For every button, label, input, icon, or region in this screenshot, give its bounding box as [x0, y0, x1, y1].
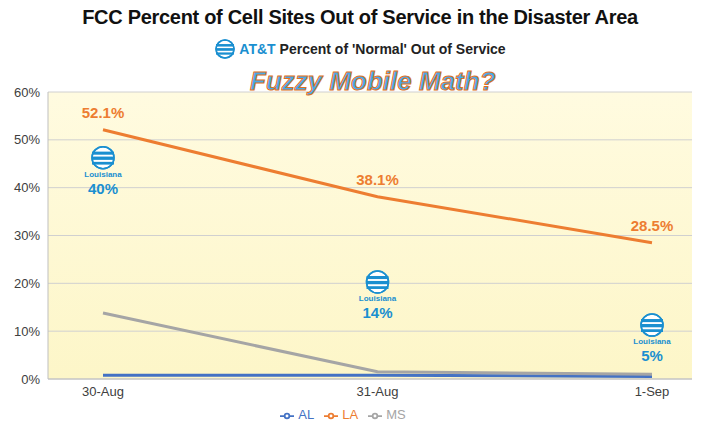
svg-text:38.1%: 38.1% — [356, 171, 399, 188]
svg-text:28.5%: 28.5% — [631, 217, 674, 234]
html-text:LA: LA — [342, 407, 359, 422]
html-text:MS: MS — [386, 407, 406, 422]
svg-text:30%: 30% — [14, 228, 40, 243]
svg-text:Louisiana: Louisiana — [359, 294, 397, 303]
svg-text:52.1%: 52.1% — [82, 104, 125, 121]
svg-text:1-Sep: 1-Sep — [635, 384, 670, 399]
svg-text:Louisiana: Louisiana — [84, 170, 122, 179]
svg-text:Louisiana: Louisiana — [633, 337, 671, 346]
svg-text:50%: 50% — [14, 132, 40, 147]
html-text:Fuzzy Mobile Math?: Fuzzy Mobile Math? — [250, 66, 496, 96]
html-text:AL: AL — [298, 407, 315, 422]
svg-text:10%: 10% — [14, 324, 40, 339]
svg-text:20%: 20% — [14, 276, 40, 291]
svg-text:31-Aug: 31-Aug — [357, 384, 399, 399]
svg-text:60%: 60% — [14, 85, 40, 100]
html-text:FCC Percent of Cell Sites Out: FCC Percent of Cell Sites Out of Service… — [82, 6, 638, 28]
svg-text:30-Aug: 30-Aug — [82, 384, 124, 399]
svg-text:14%: 14% — [362, 304, 392, 321]
html-text:AT&T Percent of 'Normal' Out o: AT&T Percent of 'Normal' Out of Service — [239, 41, 506, 57]
svg-text:5%: 5% — [641, 347, 663, 364]
svg-text:40%: 40% — [14, 180, 40, 195]
svg-text:0%: 0% — [21, 372, 40, 387]
svg-text:40%: 40% — [88, 180, 118, 197]
